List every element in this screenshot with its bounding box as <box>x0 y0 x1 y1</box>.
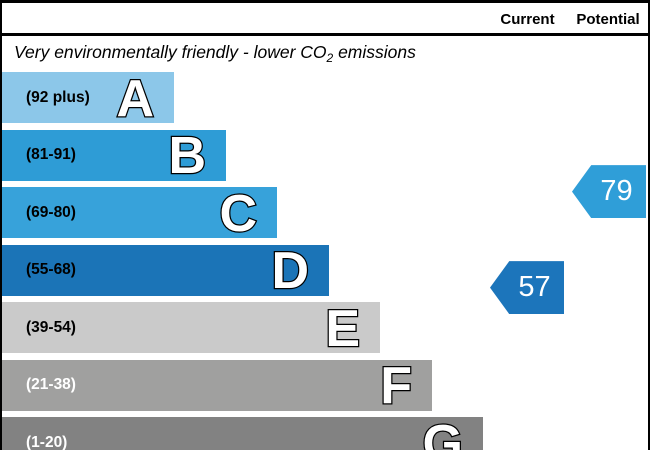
band-bar: (21-38) F <box>2 357 432 415</box>
band-row: (55-68) D <box>2 242 486 300</box>
band-letter: B <box>167 127 207 185</box>
band-range-label: (55-68) <box>26 261 76 278</box>
band-range-label: (1-20) <box>26 433 68 450</box>
chart-title: Very environmentally friendly - lower CO… <box>14 42 416 65</box>
title-text-suffix: emissions <box>333 42 416 62</box>
band-range-label: (69-80) <box>26 203 76 221</box>
title-text-prefix: Very environmentally friendly - lower CO <box>14 42 327 62</box>
potential-column-header: Potential <box>576 11 640 28</box>
band-range-label: (92 plus) <box>26 88 90 106</box>
band-row: (81-91) B <box>2 127 486 185</box>
band-range-label: (81-91) <box>26 146 76 163</box>
current-rating-value: 57 <box>518 271 551 304</box>
band-letter: A <box>115 69 155 128</box>
band-row: (69-80) C <box>2 184 486 243</box>
band-row: (1-20) G <box>2 414 486 450</box>
band-letter: G <box>421 414 464 450</box>
band-letter: E <box>324 299 361 358</box>
band-bar: (69-80) C <box>2 184 277 243</box>
current-rating-arrow: 57 <box>490 261 564 315</box>
current-column-header: Current <box>500 11 555 28</box>
potential-column-divider <box>0 0 2 450</box>
header-divider <box>0 33 650 36</box>
band-bar: (81-91) B <box>2 127 226 185</box>
band-range-label: (21-38) <box>26 376 76 393</box>
potential-rating-value: 79 <box>600 175 633 208</box>
rating-bands: (92 plus) A (81-91) B (69-80) C (55-68) … <box>2 69 486 450</box>
potential-rating-arrow: 79 <box>572 165 646 219</box>
title-subscript: 2 <box>326 51 334 65</box>
band-row: (21-38) F <box>2 357 486 415</box>
band-row: (39-54) E <box>2 299 486 358</box>
band-bar: (39-54) E <box>2 299 380 358</box>
band-letter: D <box>270 242 310 300</box>
band-letter: C <box>218 184 258 243</box>
band-range-label: (39-54) <box>26 318 76 336</box>
band-bar: (92 plus) A <box>2 69 174 128</box>
band-bar: (1-20) G <box>2 414 483 450</box>
band-bar: (55-68) D <box>2 242 329 300</box>
band-letter: F <box>379 357 413 415</box>
band-row: (92 plus) A <box>2 69 486 128</box>
